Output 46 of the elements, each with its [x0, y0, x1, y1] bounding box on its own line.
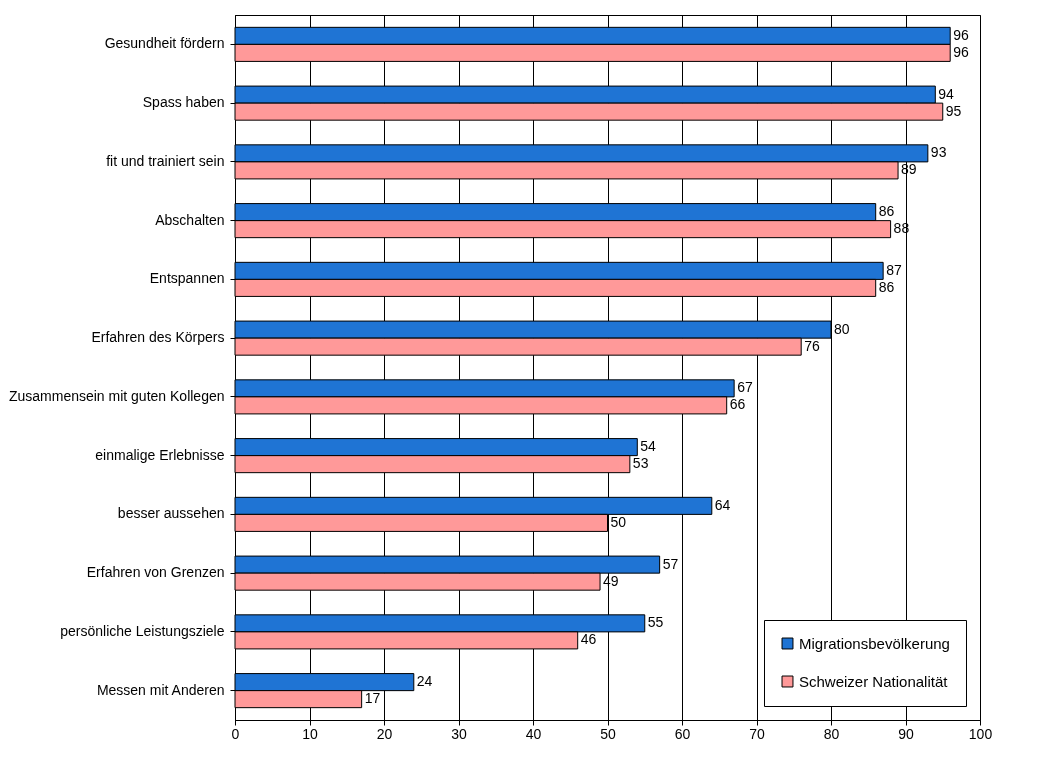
- legend-label: Schweizer Nationalität: [799, 672, 949, 690]
- x-tick-label: 40: [525, 725, 542, 742]
- y-tick-label: Abschalten: [155, 211, 225, 228]
- data-label: 93: [930, 144, 947, 161]
- y-tick-label: Entspannen: [149, 270, 225, 287]
- data-label: 54: [640, 438, 657, 455]
- y-tick-label: besser aussehen: [117, 505, 225, 522]
- data-label: 24: [416, 673, 433, 690]
- y-tick-label: Spass haben: [142, 94, 225, 111]
- x-tick-label: 10: [302, 725, 318, 742]
- y-tick-label: fit und trainiert sein: [106, 152, 225, 169]
- y-tick-label: Messen mit Anderen: [96, 681, 225, 698]
- data-label: 94: [938, 85, 955, 102]
- data-label: 66: [729, 396, 746, 413]
- data-label: 86: [878, 203, 895, 220]
- x-tick-label: 90: [898, 725, 914, 742]
- x-tick-label: 30: [451, 725, 467, 742]
- y-tick-label: Gesundheit fördern: [104, 35, 225, 52]
- data-label: 76: [804, 337, 820, 354]
- data-label: 67: [737, 379, 753, 396]
- x-tick-label: 80: [823, 725, 840, 742]
- data-label: 53: [632, 455, 649, 472]
- data-label: 80: [834, 320, 850, 337]
- x-tick-label: 0: [231, 725, 240, 742]
- x-tick-label: 50: [600, 725, 616, 742]
- y-tick-label: einmalige Erlebnisse: [95, 446, 225, 463]
- legend-label: Migrationsbevölkerung: [799, 634, 950, 652]
- x-tick-label: 100: [968, 725, 993, 742]
- y-tick-label: persönliche Leistungsziele: [60, 622, 225, 639]
- data-label: 86: [878, 278, 895, 295]
- data-label: 87: [886, 261, 902, 278]
- y-tick-label: Erfahren des Körpers: [91, 329, 225, 346]
- x-tick-label: 60: [674, 725, 691, 742]
- data-label: 46: [580, 631, 597, 648]
- data-label: 96: [953, 43, 969, 60]
- data-label: 50: [610, 513, 627, 530]
- data-label: 95: [945, 102, 962, 119]
- data-label: 96: [953, 26, 969, 43]
- data-label: 64: [714, 496, 731, 513]
- x-tick-label: 20: [376, 725, 393, 742]
- x-tick-label: 70: [749, 725, 765, 742]
- y-tick-label: Zusammensein mit guten Kollegen: [8, 387, 225, 404]
- y-tick-label: Erfahren von Grenzen: [86, 564, 225, 581]
- data-label: 17: [364, 690, 381, 707]
- data-label: 57: [662, 555, 679, 572]
- data-label: 55: [647, 614, 664, 631]
